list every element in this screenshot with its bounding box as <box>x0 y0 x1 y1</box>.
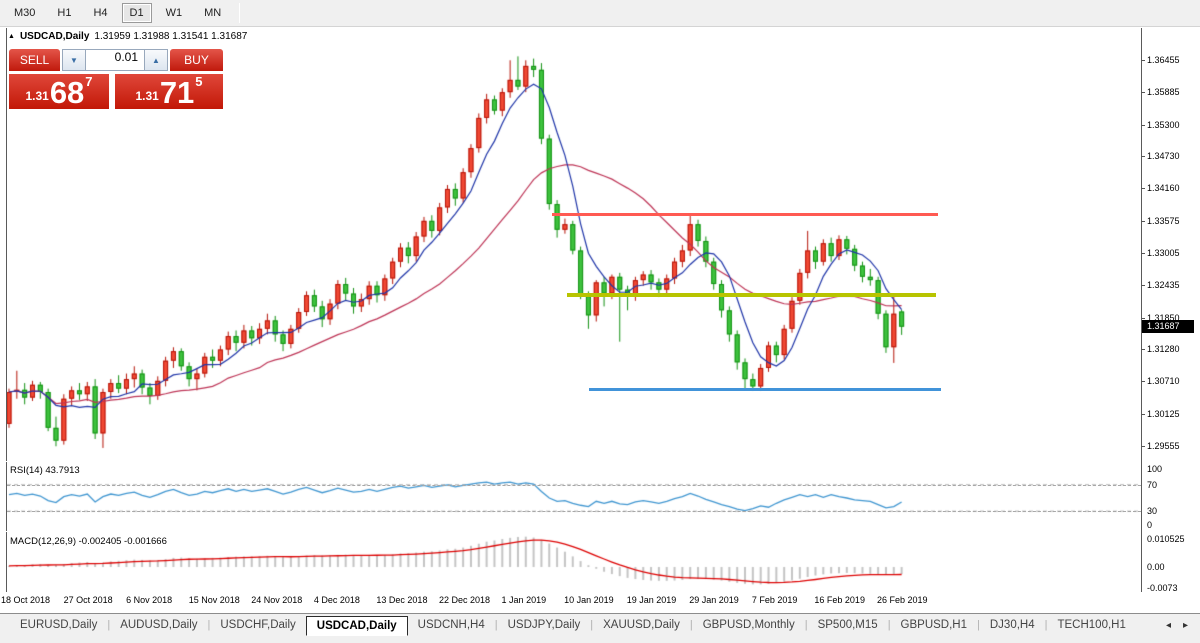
tab-scroll-right-icon[interactable]: ▸ <box>1182 620 1188 631</box>
date-axis-label: 19 Jan 2019 <box>626 595 677 605</box>
tab-separator: | <box>689 619 693 631</box>
price-axis-tick <box>1141 445 1145 447</box>
timeframe-button-w1[interactable]: W1 <box>165 7 183 19</box>
symbol-tab-bar: EURUSD,Daily | AUDUSD,Daily | USDCHF,Daily US… <box>0 613 1200 643</box>
tab-separator: | <box>1044 619 1048 631</box>
chart-tab-gbpusd[interactable]: GBPUSD,H1 <box>900 619 968 631</box>
chart-tab-usdcnh[interactable]: USDCNH,H4 <box>417 619 485 631</box>
price-axis-label: 1.35885 <box>1147 86 1180 97</box>
price-axis-label: 1.34730 <box>1147 151 1180 162</box>
rsi-indicator-canvas[interactable] <box>7 463 1141 531</box>
price-axis-label: 1.33005 <box>1147 247 1180 258</box>
tab-scroll-left-icon[interactable]: ◂ <box>1165 620 1171 631</box>
date-axis-label: 29 Jan 2019 <box>689 595 739 605</box>
price-axis-label: 1.31850 <box>1147 312 1180 323</box>
price-axis-tick <box>1141 124 1145 126</box>
toolbar-separator <box>239 3 241 23</box>
price-chart-canvas[interactable] <box>7 28 1141 461</box>
macd-level-label: -0.0073 <box>1147 583 1178 594</box>
price-axis-label: 1.35300 <box>1147 119 1180 130</box>
rsi-panel-label: RSI(14) 43.7913 <box>10 465 80 476</box>
resistance-line-red[interactable] <box>552 213 938 216</box>
tab-scroll-arrows: ◂ ▸ <box>1166 616 1196 631</box>
rsi-level-label: 70 <box>1147 479 1158 490</box>
tab-separator: | <box>977 619 980 631</box>
chart-tab-xauusd[interactable]: XAUUSD,Daily <box>603 619 680 631</box>
rsi-level-label: 30 <box>1147 506 1158 517</box>
date-axis-label: 27 Oct 2018 <box>63 595 113 605</box>
chart-tab-usdchf[interactable]: USDCHF,Daily <box>220 619 296 631</box>
date-axis-label: 13 Dec 2018 <box>376 595 428 605</box>
timeframe-button-d1[interactable]: D1 <box>121 3 152 23</box>
date-axis-label: 24 Nov 2018 <box>251 595 303 605</box>
macd-bottom-border <box>0 592 1200 593</box>
timeframe-button-h1[interactable]: H1 <box>57 7 72 19</box>
price-axis-label: 1.30710 <box>1147 376 1180 387</box>
price-axis-tick <box>1141 284 1145 286</box>
price-axis-tick <box>1141 414 1145 416</box>
price-axis-label: 1.36455 <box>1147 55 1180 65</box>
price-axis-tick <box>1141 381 1145 383</box>
tab-separator: | <box>590 619 594 631</box>
price-axis-tick <box>1141 60 1145 61</box>
macd-level-label: 0.00 <box>1147 562 1165 572</box>
tab-separator: | <box>887 619 891 631</box>
chart-tab-sp500[interactable]: SP500,M15 <box>817 619 878 631</box>
timeframe-button-m30[interactable]: M30 <box>14 7 36 19</box>
timeframe-button-mn[interactable]: MN <box>204 7 222 19</box>
date-axis-label: 1 Jan 2019 <box>501 595 547 605</box>
plot-left-border <box>6 28 7 593</box>
macd-indicator-canvas[interactable] <box>7 533 1141 592</box>
timeframe-toolbar: M30 H1 H4 D1 W1 MN <box>0 0 1200 27</box>
date-axis-label: 7 Feb 2019 <box>751 595 798 605</box>
date-axis-label: 4 Dec 2018 <box>313 595 360 605</box>
macd-panel-label: MACD(12,26,9) -0.002405 -0.001666 <box>10 536 167 547</box>
rsi-level-label: 0 <box>1147 520 1153 530</box>
current-price-badge: 1.31687 <box>1142 319 1194 333</box>
chart-tab-gbpusd[interactable]: GBPUSD,Monthly <box>702 619 795 631</box>
price-axis-separator <box>1141 28 1142 593</box>
chart-tab-usdcad[interactable]: USDCAD,Daily <box>305 616 408 636</box>
chart-tab-usdjpy[interactable]: USDJPY,Daily <box>507 619 581 631</box>
price-axis-label: 1.31280 <box>1147 344 1180 355</box>
timeframe-button-h4[interactable]: H4 <box>93 7 108 19</box>
chart-tab-tech100[interactable]: TECH100,H1 <box>1057 619 1126 631</box>
price-axis-tick <box>1141 252 1145 254</box>
support-line-blue[interactable] <box>589 388 941 391</box>
tab-separator: | <box>804 619 808 631</box>
rsi-level-70-line <box>7 484 1141 486</box>
price-axis-label: 1.30125 <box>1147 409 1180 420</box>
chart-window: ▲ USDCAD,Daily 1.31959 1.31988 1.31541 1… <box>0 28 1200 613</box>
price-axis-label: 1.33575 <box>1147 216 1180 227</box>
price-axis-tick <box>1141 221 1145 223</box>
date-axis-label: 6 Nov 2018 <box>126 595 173 605</box>
price-axis-label: 1.29555 <box>1147 440 1180 451</box>
date-axis-label: 18 Oct 2018 <box>1 595 51 605</box>
price-axis-label: 1.32435 <box>1147 279 1180 290</box>
chart-tab-dj30[interactable]: DJ30,H4 <box>989 619 1035 631</box>
price-axis-tick <box>1141 91 1145 93</box>
price-axis-tick <box>1141 156 1145 158</box>
date-axis-label: 10 Jan 2019 <box>564 595 614 605</box>
tab-separator: | <box>107 619 111 631</box>
price-axis-tick <box>1141 317 1145 319</box>
chart-tab-eurusd[interactable]: EURUSD,Daily <box>20 619 98 631</box>
date-axis-label: 16 Feb 2019 <box>814 595 865 605</box>
rsi-level-30-line <box>7 511 1141 513</box>
date-axis-label: 26 Feb 2019 <box>876 595 928 605</box>
date-axis-label: 15 Nov 2018 <box>188 595 240 605</box>
pivot-line-yellow[interactable] <box>567 293 936 297</box>
tab-separator: | <box>494 619 498 631</box>
price-axis-label: 1.34160 <box>1147 183 1180 194</box>
price-axis-tick <box>1141 349 1145 351</box>
rsi-level-label: 100 <box>1147 464 1163 474</box>
price-axis-tick <box>1141 188 1145 190</box>
date-axis-label: 22 Dec 2018 <box>438 595 491 605</box>
rsi-macd-divider[interactable] <box>0 531 1141 532</box>
macd-level-label: 0.010525 <box>1147 534 1185 544</box>
tab-separator: | <box>207 619 211 631</box>
chart-rsi-divider[interactable] <box>0 461 1141 462</box>
chart-tab-audusd[interactable]: AUDUSD,Daily <box>120 619 198 631</box>
